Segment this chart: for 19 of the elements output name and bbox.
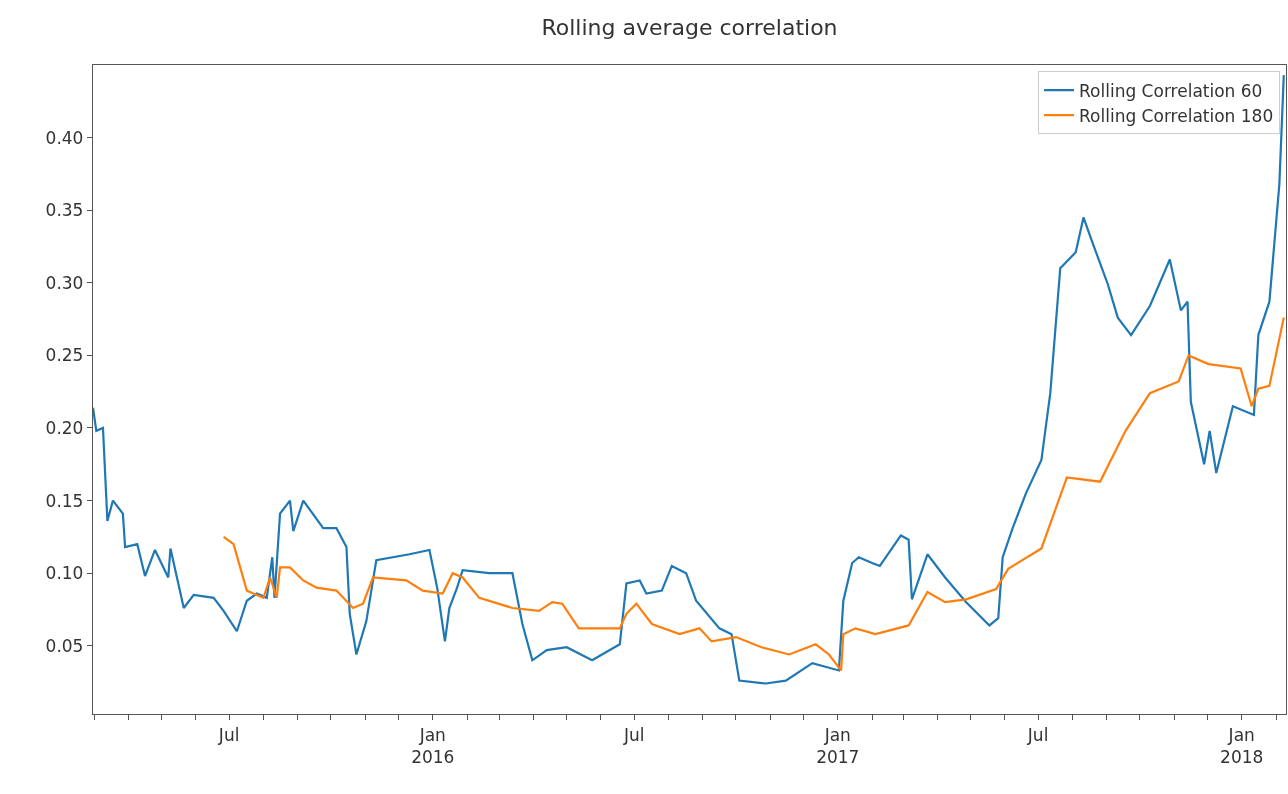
y-tick-label: 0.35 [45,200,84,221]
y-tick-label: 0.30 [45,272,84,293]
legend-label: Rolling Correlation 60 [1079,80,1263,101]
y-tick-label: 0.15 [45,490,84,511]
x-tick-label: Jul [622,724,645,745]
x-tick-label: Jan 2017 [816,724,860,767]
y-tick-label: 0.10 [45,563,84,584]
y-tick-label: 0.40 [45,127,84,148]
x-tick-label: Jul [1026,724,1049,745]
y-tick-label: 0.05 [45,635,84,656]
x-tick-label: Jul [217,724,240,745]
y-tick-label: 0.25 [45,345,84,366]
y-tick-label: 0.20 [45,417,84,438]
x-tick-label: Jan 2016 [411,724,455,767]
chart-title: Rolling average correlation [541,15,838,41]
line-series [93,74,1285,685]
x-tick-label: Jan 2018 [1220,724,1264,767]
legend-label: Rolling Correlation 180 [1079,105,1274,126]
line-series [222,316,1285,672]
